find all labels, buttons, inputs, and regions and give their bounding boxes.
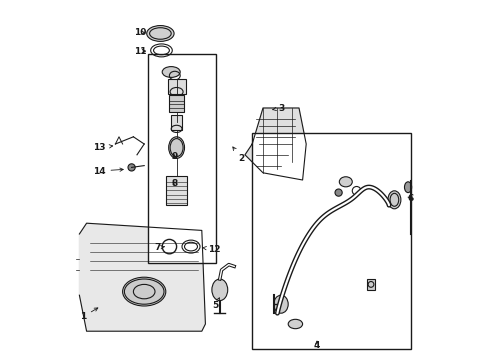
Text: 14: 14 — [93, 166, 123, 176]
Text: 12: 12 — [202, 245, 220, 253]
Ellipse shape — [274, 295, 288, 313]
Ellipse shape — [169, 137, 185, 158]
Bar — [168, 79, 186, 94]
Text: 4: 4 — [314, 341, 320, 350]
Text: 1: 1 — [80, 308, 98, 321]
Ellipse shape — [388, 191, 401, 209]
Text: 8: 8 — [172, 179, 178, 188]
Text: 10: 10 — [134, 28, 147, 37]
Text: 5: 5 — [212, 298, 220, 310]
Ellipse shape — [162, 67, 180, 77]
Bar — [166, 176, 187, 205]
Ellipse shape — [288, 319, 303, 329]
Ellipse shape — [212, 279, 228, 301]
Text: 6: 6 — [408, 194, 414, 202]
Ellipse shape — [128, 164, 135, 171]
Polygon shape — [79, 223, 205, 331]
Bar — [368, 279, 374, 290]
Text: 9: 9 — [172, 152, 178, 161]
Ellipse shape — [122, 277, 166, 306]
Text: 13: 13 — [93, 143, 113, 152]
Ellipse shape — [335, 189, 342, 196]
Bar — [171, 115, 182, 130]
Bar — [170, 95, 184, 112]
Ellipse shape — [404, 182, 412, 193]
Text: 7: 7 — [155, 243, 164, 252]
Text: 11: 11 — [134, 47, 147, 56]
Bar — [252, 133, 411, 349]
Text: 3: 3 — [272, 104, 284, 113]
Text: 2: 2 — [233, 147, 245, 163]
Ellipse shape — [147, 26, 174, 41]
Polygon shape — [245, 108, 306, 180]
Ellipse shape — [339, 177, 352, 187]
Bar — [148, 54, 216, 263]
